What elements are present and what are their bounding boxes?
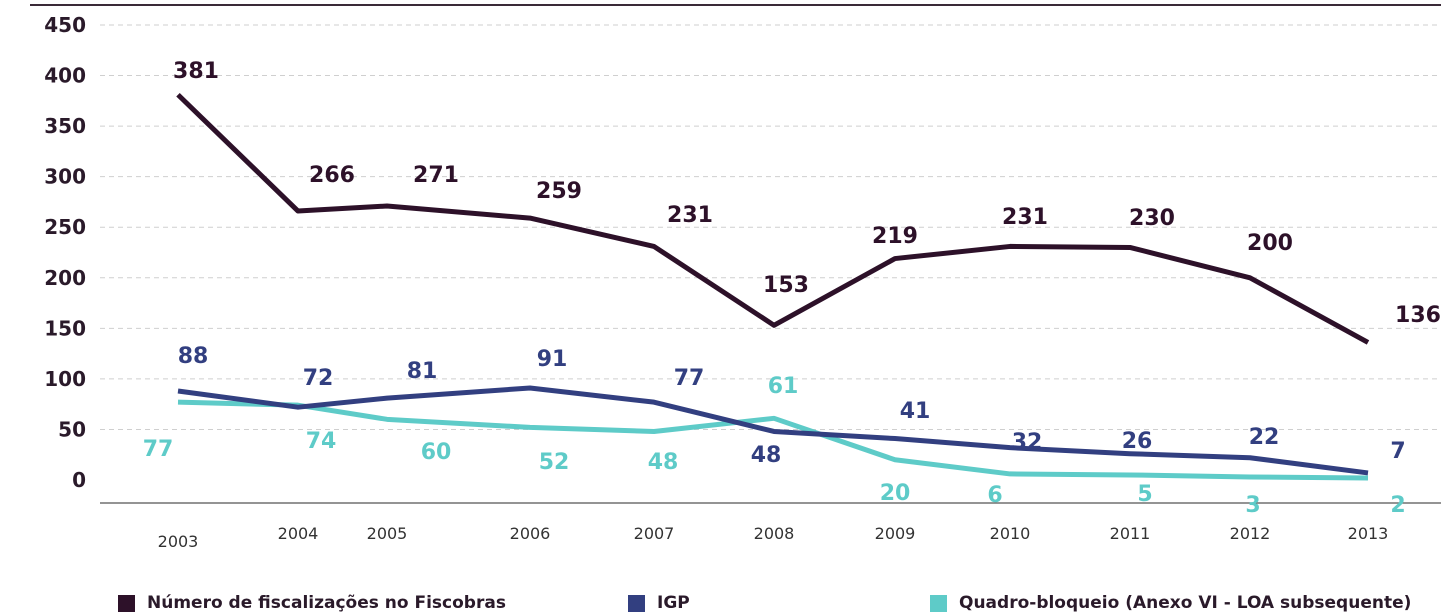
data-label-quadro-bloqueio: 77 — [143, 437, 174, 462]
series-line-fiscalizacoes — [176, 92, 1370, 345]
y-tick-label: 450 — [44, 13, 86, 37]
data-label-igp: 91 — [537, 347, 568, 372]
data-label-fiscalizacoes: 259 — [536, 179, 582, 204]
x-tick-label: 2009 — [875, 524, 916, 543]
x-tick-label: 2011 — [1110, 524, 1151, 543]
y-tick-label: 350 — [44, 114, 86, 138]
legend-item-quadro-bloqueio: Quadro-bloqueio (Anexo VI - LOA subseque… — [930, 590, 1411, 616]
data-label-fiscalizacoes: 231 — [667, 203, 713, 228]
x-tick-label: 2007 — [634, 524, 675, 543]
y-tick-label: 150 — [44, 316, 86, 340]
data-label-quadro-bloqueio: 6 — [987, 483, 1002, 508]
data-label-quadro-bloqueio: 5 — [1137, 482, 1152, 507]
data-label-quadro-bloqueio: 3 — [1245, 493, 1260, 518]
legend: Número de fiscalizações no Fiscobras IGP… — [0, 590, 1441, 616]
data-label-fiscalizacoes: 136 — [1395, 303, 1441, 328]
y-tick-label: 200 — [44, 266, 86, 290]
legend-item-fiscalizacoes: Número de fiscalizações no Fiscobras — [118, 590, 506, 616]
legend-swatch-fiscalizacoes — [118, 594, 135, 612]
x-tick-label: 2006 — [510, 524, 551, 543]
data-label-igp: 7 — [1390, 439, 1405, 464]
data-label-quadro-bloqueio: 48 — [648, 450, 679, 475]
x-tick-label: 2012 — [1230, 524, 1271, 543]
legend-item-igp: IGP — [628, 590, 690, 616]
data-label-fiscalizacoes: 381 — [173, 59, 219, 84]
series-lines — [176, 92, 1370, 481]
data-label-fiscalizacoes: 271 — [413, 163, 459, 188]
data-label-igp: 26 — [1122, 429, 1153, 454]
data-label-quadro-bloqueio: 74 — [306, 429, 337, 454]
data-label-igp: 77 — [674, 366, 705, 391]
x-tick-label: 2008 — [754, 524, 795, 543]
data-label-quadro-bloqueio: 60 — [421, 440, 452, 465]
gridlines — [100, 24, 1441, 430]
data-label-igp: 81 — [407, 359, 438, 384]
data-label-fiscalizacoes: 266 — [309, 163, 355, 188]
legend-label-fiscalizacoes: Número de fiscalizações no Fiscobras — [147, 593, 506, 613]
series-line-igp — [177, 385, 1369, 476]
y-axis-tick-labels: 0 50 100 150 200 250 300 350 400 450 — [44, 13, 86, 492]
y-tick-label: 100 — [44, 367, 86, 391]
data-label-quadro-bloqueio: 52 — [539, 450, 570, 475]
series-line-quadro-bloqueio — [177, 399, 1369, 481]
data-label-igp: 41 — [900, 399, 931, 424]
x-tick-label: 2013 — [1348, 524, 1389, 543]
data-label-fiscalizacoes: 230 — [1129, 206, 1175, 231]
data-label-quadro-bloqueio: 20 — [880, 481, 911, 506]
data-label-quadro-bloqueio: 61 — [768, 374, 799, 399]
x-tick-label: 2010 — [990, 524, 1031, 543]
x-axis-tick-labels: 2003 2004 2005 2006 2007 2008 2009 2010 2011 2012… — [158, 524, 1389, 551]
x-tick-label: 2004 — [278, 524, 319, 543]
legend-swatch-igp — [628, 594, 645, 612]
y-tick-label: 0 — [72, 468, 86, 492]
y-tick-label: 300 — [44, 165, 86, 189]
legend-label-quadro-bloqueio: Quadro-bloqueio (Anexo VI - LOA subseque… — [959, 593, 1412, 613]
data-label-fiscalizacoes: 200 — [1247, 231, 1293, 256]
data-label-igp: 72 — [303, 366, 334, 391]
data-label-fiscalizacoes: 231 — [1002, 205, 1048, 230]
data-label-igp: 88 — [178, 344, 209, 369]
data-label-fiscalizacoes: 219 — [872, 224, 918, 249]
x-tick-label: 2005 — [367, 524, 408, 543]
data-label-fiscalizacoes: 153 — [763, 273, 809, 298]
x-tick-label: 2003 — [158, 532, 199, 551]
data-label-quadro-bloqueio: 2 — [1390, 493, 1405, 518]
data-label-igp: 32 — [1012, 430, 1043, 455]
legend-swatch-quadro-bloqueio — [930, 594, 947, 612]
legend-label-igp: IGP — [657, 593, 690, 613]
data-label-igp: 48 — [751, 443, 782, 468]
y-tick-label: 400 — [44, 64, 86, 88]
y-tick-label: 50 — [58, 417, 86, 441]
y-tick-label: 250 — [44, 215, 86, 239]
data-label-igp: 22 — [1249, 425, 1280, 450]
